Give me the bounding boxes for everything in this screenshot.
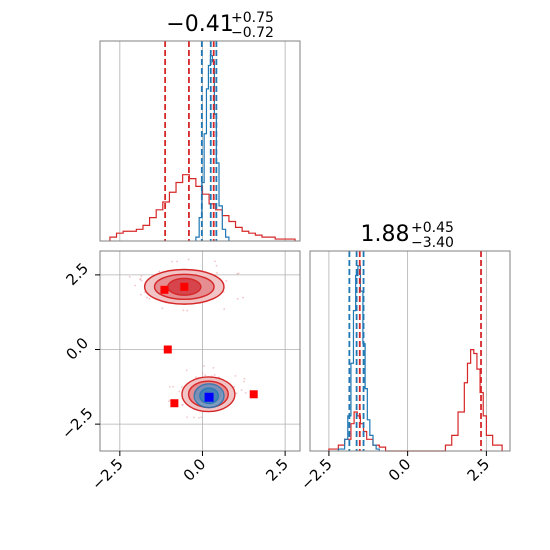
histogram-y-frame (309, 250, 511, 452)
joint-frame (99, 250, 301, 452)
joint-scatter-point (201, 372, 204, 375)
joint-scatter-point (161, 307, 164, 310)
joint-scatter-point (139, 277, 142, 280)
joint-scatter-point (212, 367, 215, 369)
joint-scatter-point (197, 416, 200, 419)
joint-scatter-point (140, 279, 143, 282)
joint-scatter-point (213, 374, 216, 376)
joint-scatter-point (233, 385, 236, 388)
joint-scatter-point (186, 416, 188, 419)
joint-scatter-point (193, 416, 195, 419)
joint-scatter-point (181, 404, 184, 407)
joint-scatter-point (242, 296, 245, 299)
joint-y-tick-label: −2.5 (58, 404, 96, 442)
joint-scatter-point (216, 271, 218, 274)
joint-scatter-point (240, 389, 243, 391)
joint-scatter-point (128, 275, 131, 278)
histogram-y-x-tick-label: 0.0 (385, 455, 415, 485)
histogram-y-title: 1.88 (361, 222, 410, 247)
joint-scatter-point (148, 297, 151, 300)
joint-scatter-point (203, 364, 205, 367)
histogram-y-panel: 1.88 +0.45 −3.40 −2.5 0.0 2.5 (297, 220, 511, 494)
histogram-x-red-series (109, 174, 296, 241)
joint-scatter-point (225, 280, 228, 282)
histogram-x-frame (99, 40, 301, 242)
joint-scatter-point (187, 258, 190, 261)
joint-scatter-point (234, 374, 237, 377)
joint-scatter-point (176, 260, 179, 263)
histogram-y-blue-series (337, 265, 380, 451)
histogram-y-marks (328, 251, 503, 452)
joint-scatter-point (244, 392, 247, 394)
joint-scatter-point (172, 385, 175, 388)
histogram-x-title-sup: +0.75 (231, 10, 274, 26)
joint-scatter-point (171, 260, 173, 263)
joint-x-tick-labels: −2.5 0.0 2.5 (88, 451, 292, 494)
joint-scatter-point (215, 264, 218, 267)
histogram-y-x-tick-label: 2.5 (464, 455, 494, 485)
joint-scatter-point (185, 369, 188, 372)
histogram-y-title-sub: −3.40 (411, 235, 454, 251)
histogram-y-x-tick-labels: −2.5 0.0 2.5 (297, 451, 493, 494)
histogram-x-marks (109, 41, 296, 241)
histogram-y-red-series (328, 349, 503, 452)
joint-scatter-point (140, 293, 142, 296)
histogram-y-title-sup: +0.45 (411, 220, 454, 236)
joint-scatter-point (194, 376, 197, 379)
joint-scatter-point (182, 309, 185, 312)
joint-scatter-point (134, 284, 137, 287)
joint-scatter-point (243, 377, 246, 380)
joint-scatter-point (143, 291, 146, 294)
joint-scatter-point (169, 385, 171, 388)
joint-red-square-marker (163, 345, 172, 354)
joint-x-tick-label: 0.0 (180, 455, 210, 485)
joint-scatter-point (204, 374, 207, 377)
histogram-y-grid (328, 251, 487, 451)
joint-scatter-point (237, 272, 240, 275)
joint-panel: −2.5 0.0 2.5 −2.5 0.0 2.5 (58, 250, 301, 494)
joint-red-square-marker (160, 285, 169, 294)
joint-scatter-point (236, 297, 239, 300)
joint-scatter-point (186, 309, 189, 312)
joint-scatter-point (168, 400, 170, 403)
histogram-x-blue-series (195, 55, 230, 241)
joint-red-square-marker (180, 282, 189, 291)
joint-scatter-point (158, 270, 161, 273)
joint-y-tick-label: 0.0 (62, 334, 92, 364)
histogram-x-title: −0.41 (166, 12, 233, 37)
histogram-y-x-tick-label: −2.5 (297, 455, 335, 493)
joint-y-tick-labels: −2.5 0.0 2.5 (58, 259, 100, 443)
joint-marks (128, 258, 258, 419)
joint-scatter-point (146, 296, 148, 299)
joint-y-tick-label: 2.5 (62, 259, 92, 289)
histogram-x-title-sub: −0.72 (231, 25, 274, 41)
joint-scatter-point (181, 386, 183, 388)
joint-x-tick-label: −2.5 (88, 455, 126, 493)
joint-x-tick-label: 2.5 (262, 455, 292, 485)
joint-scatter-point (214, 260, 216, 263)
joint-scatter-point (235, 392, 238, 395)
joint-scatter-point (200, 416, 203, 419)
joint-scatter-point (140, 275, 143, 277)
joint-scatter-point (243, 380, 245, 383)
joint-scatter-point (178, 390, 181, 393)
histogram-y-title-main: 1.88 (361, 222, 410, 247)
joint-red-square-marker (249, 390, 258, 399)
histogram-x-panel: −0.41 +0.75 −0.72 (99, 10, 301, 242)
joint-red-square-marker (170, 399, 179, 408)
joint-scatter-point (223, 308, 226, 311)
joint-blue-square-marker (204, 392, 214, 402)
histogram-x-title-main: −0.41 (166, 12, 233, 37)
